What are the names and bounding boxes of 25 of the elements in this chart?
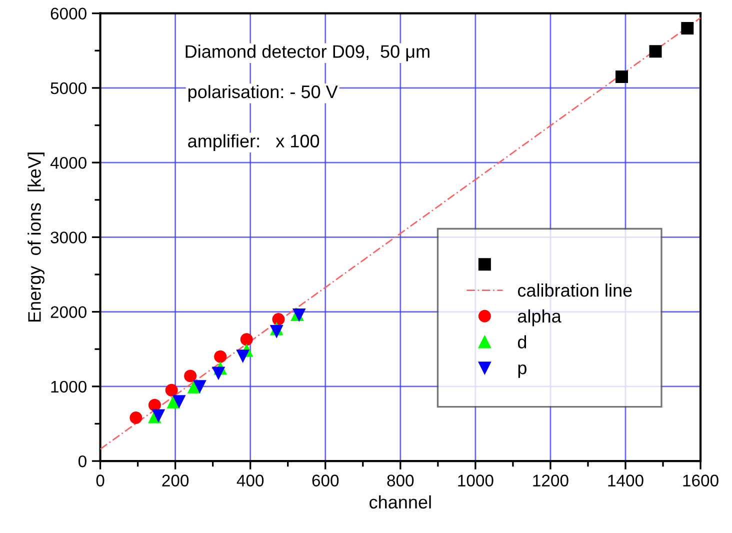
annotation: Diamond detector D09, 50 μm xyxy=(186,44,430,62)
x-tick-label: 600 xyxy=(312,474,339,486)
legend-label: d xyxy=(518,335,526,348)
annotation: amplifier: x 100 xyxy=(188,134,320,152)
x-tick-label: 1200 xyxy=(533,474,568,486)
legend-label: alpha xyxy=(518,309,562,326)
x-axis-title: channel xyxy=(370,495,431,509)
y-tick-label: 0 xyxy=(78,455,86,468)
y-tick-label: 1000 xyxy=(51,380,86,393)
y-tick-label: 2000 xyxy=(50,306,86,318)
y-tick-label: 6000 xyxy=(50,8,86,20)
x-tick-label: 1000 xyxy=(458,474,494,486)
annotation: polarisation: - 50 V xyxy=(188,84,338,102)
x-tick-label: 400 xyxy=(236,474,264,486)
x-tick-label: 800 xyxy=(387,474,414,486)
x-tick-label: 0 xyxy=(96,474,104,486)
y-tick-label: 5000 xyxy=(50,82,86,94)
legend-label: p xyxy=(518,364,526,378)
x-tick-label: 1600 xyxy=(683,474,718,486)
y-axis-title: Energy of ions [keV] xyxy=(28,152,44,322)
y-tick-label: 3000 xyxy=(50,232,86,244)
x-tick-label: 200 xyxy=(162,474,189,486)
y-tick-label: 4000 xyxy=(50,156,86,169)
legend-label: calibration line xyxy=(518,284,632,297)
x-tick-label: 1400 xyxy=(608,474,644,486)
